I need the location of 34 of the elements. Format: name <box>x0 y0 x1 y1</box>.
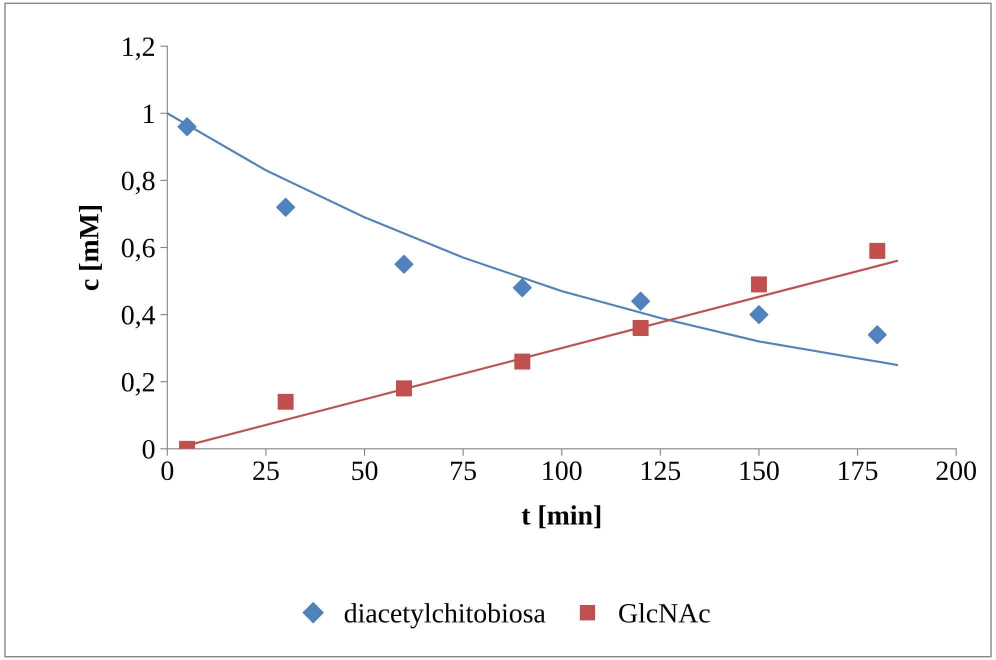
x-tick-label: 200 <box>936 461 976 480</box>
y-tick-label: 0,2 <box>122 372 154 396</box>
point <box>178 117 197 136</box>
x-axis-title: t [min] <box>522 505 600 528</box>
point <box>394 254 414 274</box>
x-tick-label: 0 <box>161 461 174 480</box>
x-tick-label: 100 <box>543 461 582 480</box>
y-tick-label: 0 <box>142 440 154 459</box>
point <box>750 276 767 292</box>
y-tick-label: 1 <box>144 104 154 123</box>
legend-label: GlcNAc <box>619 603 710 623</box>
point <box>514 354 530 370</box>
legend-label: diacetylchitobiosa <box>344 603 546 628</box>
x-tick-label: 125 <box>642 461 680 480</box>
y-axis-title: c [mM] <box>78 206 102 290</box>
x-tick-label: 175 <box>839 462 878 480</box>
point <box>632 320 649 336</box>
x-tick-label: 75 <box>451 462 476 480</box>
point <box>869 242 886 259</box>
x-tick-label: 25 <box>253 461 279 480</box>
y-tick-label: 1,2 <box>123 37 154 60</box>
point <box>749 305 768 324</box>
point <box>631 292 650 311</box>
point <box>868 325 887 344</box>
point <box>396 380 412 396</box>
x-tick-label: 150 <box>740 461 779 480</box>
point <box>512 278 532 298</box>
line-series <box>167 112 898 366</box>
y-tick-label: 0,6 <box>122 238 155 262</box>
y-tick-label: 0,4 <box>122 306 156 329</box>
x-tick-label: 50 <box>352 461 378 480</box>
point <box>276 198 296 217</box>
point <box>278 394 294 410</box>
y-tick-label: 0,8 <box>122 172 154 194</box>
